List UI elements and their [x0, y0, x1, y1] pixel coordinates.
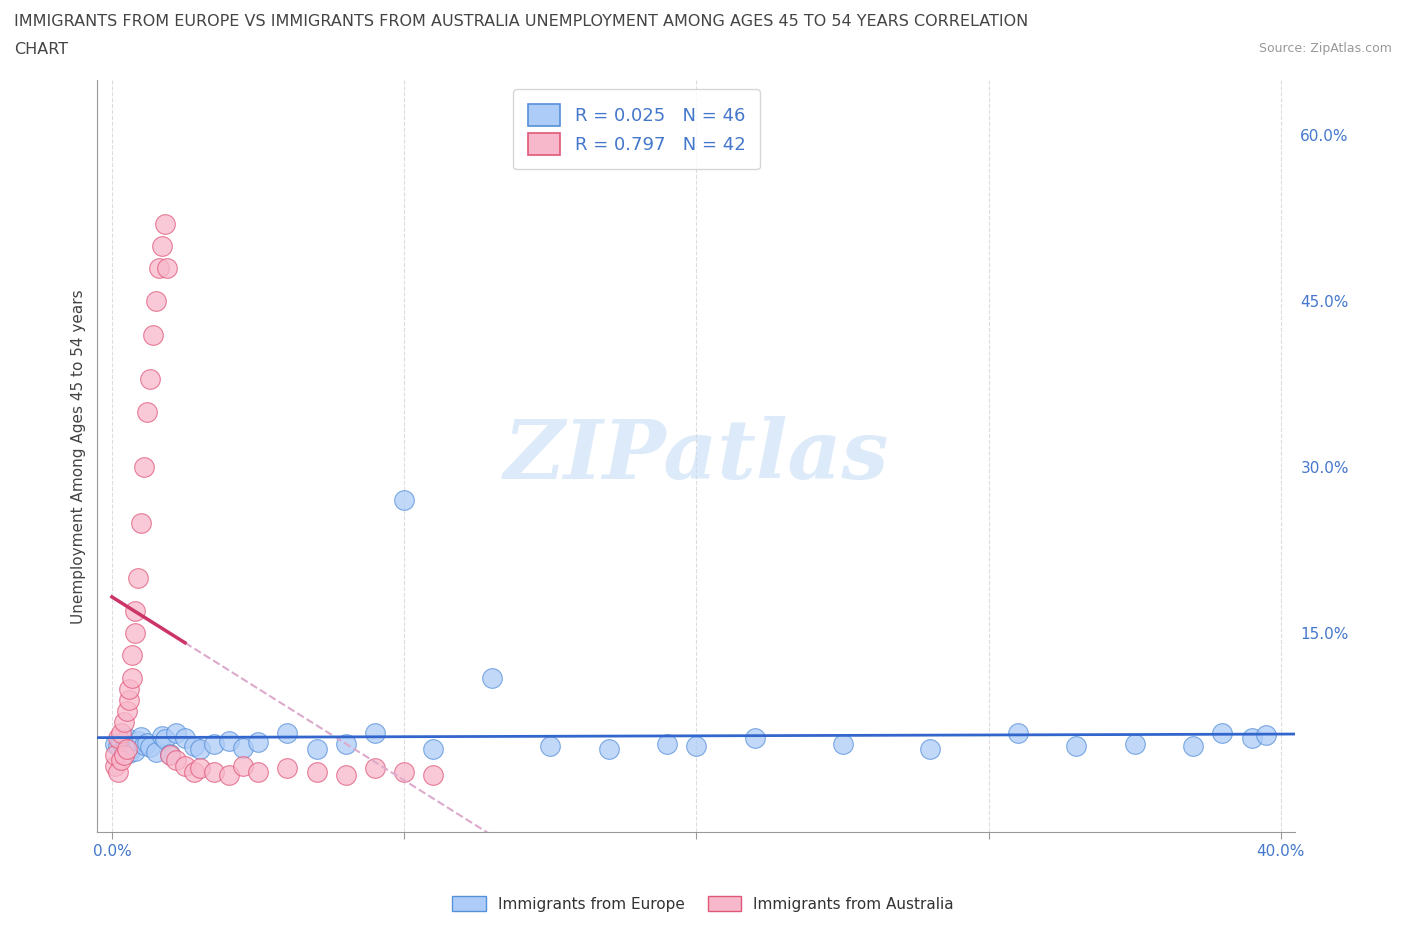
Point: [831, 737, 853, 751]
Point: [657, 737, 679, 751]
Point: [121, 648, 143, 663]
Point: [127, 733, 149, 748]
Point: [598, 742, 620, 757]
Point: [150, 239, 173, 254]
Point: [112, 714, 135, 729]
Point: [153, 217, 176, 232]
Point: [188, 742, 211, 757]
Point: [124, 743, 146, 758]
Point: [112, 742, 135, 757]
Point: [124, 626, 146, 641]
Point: [202, 737, 225, 751]
Point: [1182, 738, 1205, 753]
Point: [136, 405, 159, 419]
Point: [335, 737, 357, 751]
Point: [165, 725, 187, 740]
Point: [1211, 725, 1233, 740]
Point: [127, 570, 149, 585]
Point: [481, 671, 503, 685]
Point: [145, 744, 167, 759]
Point: [232, 741, 254, 756]
Point: [110, 725, 132, 740]
Point: [159, 747, 181, 762]
Point: [1064, 738, 1087, 753]
Point: [139, 371, 162, 386]
Point: [920, 742, 942, 757]
Point: [422, 767, 444, 782]
Point: [247, 764, 270, 779]
Point: [121, 671, 143, 685]
Point: [115, 731, 138, 746]
Point: [305, 742, 328, 757]
Point: [129, 730, 152, 745]
Point: [305, 764, 328, 779]
Point: [129, 515, 152, 530]
Point: [132, 459, 155, 474]
Point: [335, 767, 357, 782]
Point: [183, 764, 205, 779]
Point: [538, 738, 561, 753]
Point: [218, 767, 240, 782]
Text: Source: ZipAtlas.com: Source: ZipAtlas.com: [1258, 42, 1392, 55]
Point: [1123, 737, 1146, 751]
Point: [1256, 727, 1278, 742]
Legend: Immigrants from Europe, Immigrants from Australia: Immigrants from Europe, Immigrants from …: [446, 889, 960, 918]
Text: ZIPatlas: ZIPatlas: [503, 417, 889, 497]
Point: [202, 764, 225, 779]
Point: [1007, 725, 1029, 740]
Point: [276, 725, 298, 740]
Point: [188, 761, 211, 776]
Point: [112, 748, 135, 763]
Point: [118, 745, 141, 760]
Text: CHART: CHART: [14, 42, 67, 57]
Point: [159, 748, 181, 763]
Point: [392, 764, 415, 779]
Point: [150, 729, 173, 744]
Point: [1240, 731, 1263, 746]
Point: [104, 759, 127, 774]
Point: [247, 735, 270, 750]
Point: [121, 741, 143, 756]
Point: [174, 731, 197, 746]
Point: [107, 731, 129, 746]
Point: [132, 737, 155, 752]
Point: [115, 703, 138, 718]
Point: [218, 733, 240, 748]
Point: [107, 764, 129, 779]
Y-axis label: Unemployment Among Ages 45 to 54 years: Unemployment Among Ages 45 to 54 years: [72, 289, 86, 623]
Point: [685, 738, 707, 753]
Point: [422, 742, 444, 757]
Point: [104, 748, 127, 763]
Point: [107, 738, 129, 753]
Point: [145, 294, 167, 309]
Text: IMMIGRANTS FROM EUROPE VS IMMIGRANTS FROM AUSTRALIA UNEMPLOYMENT AMONG AGES 45 T: IMMIGRANTS FROM EUROPE VS IMMIGRANTS FRO…: [14, 14, 1028, 29]
Point: [139, 739, 162, 754]
Point: [183, 738, 205, 753]
Point: [364, 761, 387, 776]
Point: [118, 681, 141, 696]
Point: [110, 753, 132, 768]
Legend: R = 0.025   N = 46, R = 0.797   N = 42: R = 0.025 N = 46, R = 0.797 N = 42: [513, 89, 759, 169]
Point: [118, 692, 141, 707]
Point: [115, 742, 138, 757]
Point: [174, 759, 197, 774]
Point: [276, 761, 298, 776]
Point: [148, 260, 170, 275]
Point: [124, 604, 146, 618]
Point: [744, 731, 766, 746]
Point: [156, 260, 179, 275]
Point: [104, 737, 127, 751]
Point: [232, 759, 254, 774]
Point: [142, 327, 165, 342]
Point: [364, 725, 387, 740]
Point: [110, 735, 132, 750]
Point: [392, 493, 415, 508]
Point: [165, 753, 187, 768]
Point: [153, 732, 176, 747]
Point: [136, 736, 159, 751]
